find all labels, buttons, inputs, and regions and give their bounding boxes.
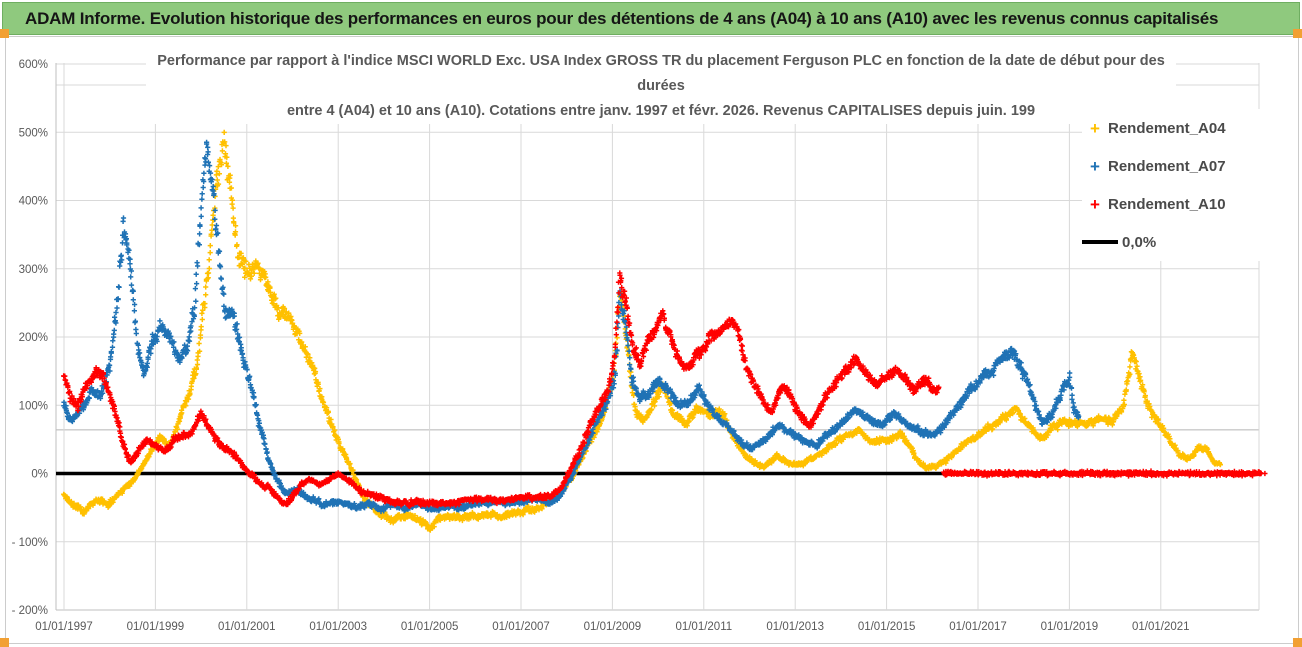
y-tick-label: 600% [19,59,48,71]
chart-title: Performance par rapport à l'indice MSCI … [146,49,1176,124]
y-tick-label: 300% [19,264,48,276]
corner-handle-bottom-left [0,638,9,647]
legend-item-rendement-a10: + Rendement_A10 [1082,185,1262,223]
corner-handle-top-right [1293,29,1302,38]
series-rendement_a10-zero-tail-markers [941,468,1268,479]
corner-handle-top-left [0,29,9,38]
series-rendement_a10 [61,270,942,509]
corner-handle-bottom-right [1293,638,1302,647]
x-tick-label: 01/01/2011 [675,621,732,633]
chart-title-line-2: durées [637,78,685,94]
legend-item-rendement-a07: + Rendement_A07 [1082,147,1262,185]
legend-item-zero-line: 0,0% [1082,223,1262,261]
x-tick-label: 01/01/2003 [309,621,367,633]
plus-marker-icon: + [1090,118,1100,138]
series-rendement_a07 [61,139,1082,515]
x-tick-label: 01/01/2021 [1132,621,1190,633]
legend-label: Rendement_A10 [1108,195,1226,213]
x-tick-label: 01/01/2007 [492,621,550,633]
chart-title-line-3: entre 4 (A04) et 10 ans (A10). Cotations… [286,103,1036,119]
y-gridlines [56,63,1259,611]
legend-label: Rendement_A04 [1108,119,1226,137]
legend: + Rendement_A04 + Rendement_A07 + Rendem… [1082,109,1262,261]
y-axis-labels: 600% 500% 400% 300% 200% 100% 0% - 100% - 200% [12,59,48,617]
y-tick-label: 500% [19,127,48,139]
x-tick-label: 01/01/2017 [949,621,1007,633]
x-tick-label: 01/01/2005 [401,621,459,633]
banner-title: ADAM Informe. Evolution historique des p… [25,8,1219,28]
y-tick-label: - 100% [12,537,48,549]
legend-label: 0,0% [1122,233,1157,251]
performance-chart: 600% 500% 400% 300% 200% 100% 0% - 100% - 200% 01… [12,59,1268,633]
x-tick-label: 01/01/2009 [584,621,642,633]
y-tick-label: 400% [19,196,48,208]
y-tick-label: 100% [19,400,48,412]
legend-item-rendement-a04: + Rendement_A04 [1082,109,1262,147]
chart-title-line-1: Performance par rapport à l'indice MSCI … [157,53,1165,69]
y-tick-label: 200% [19,332,48,344]
x-tick-label: 01/01/2019 [1041,621,1099,633]
x-tick-label: 01/01/1997 [35,621,93,633]
x-axis-labels: 01/01/1997 01/01/1999 01/01/2001 01/01/2003… [35,621,1189,633]
chart-area: 600% 500% 400% 300% 200% 100% 0% - 100% - 200% 01… [5,36,1299,644]
banner: ADAM Informe. Evolution historique des p… [2,2,1300,35]
x-tick-label: 01/01/2013 [766,621,824,633]
x-tick-label: 01/01/1999 [127,621,185,633]
plus-marker-icon: + [1090,156,1100,176]
y-tick-label: - 200% [12,605,48,617]
y-tick-label: 0% [31,469,48,481]
zero-line-marker-icon [1082,240,1118,244]
plus-marker-icon: + [1090,194,1100,214]
legend-label: Rendement_A07 [1108,157,1226,175]
x-tick-label: 01/01/2015 [858,621,916,633]
x-tick-label: 01/01/2001 [218,621,276,633]
